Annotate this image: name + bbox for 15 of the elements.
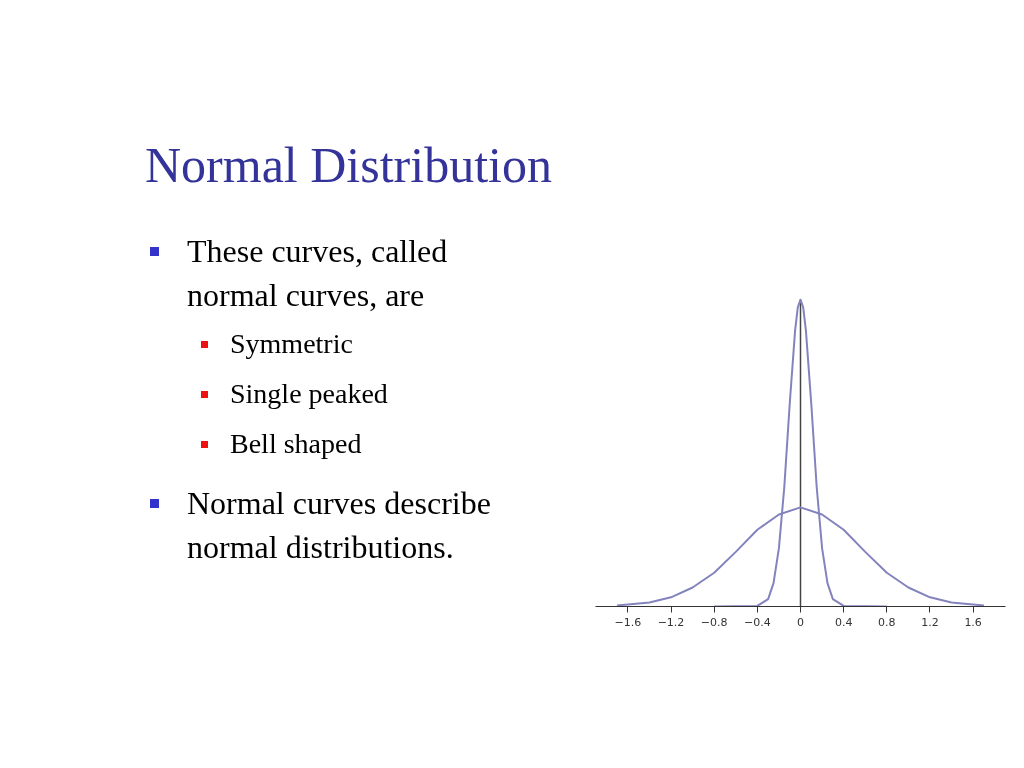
chart-title: Normal Distribution: [144, 136, 552, 195]
x-tick-label: −1.2: [657, 615, 685, 629]
text: Bell shaped: [230, 427, 362, 461]
x-tick-label: −0.8: [700, 615, 728, 629]
x-tick-label: −1.6: [614, 615, 642, 629]
text: Normal curves describe normal distributions.: [187, 484, 492, 567]
x-tick-label: 0: [797, 615, 804, 629]
x-tick-label: 0.8: [878, 615, 896, 629]
x-tick-label: 1.6: [964, 615, 982, 629]
text: Single peaked: [230, 377, 388, 411]
text: These curves, called normal curves, are: [187, 232, 449, 315]
x-tick-label: 1.2: [921, 615, 939, 629]
x-tick-label: −0.4: [743, 615, 771, 629]
x-tick-label: 0.4: [834, 615, 853, 629]
text: Symmetric: [230, 327, 353, 361]
